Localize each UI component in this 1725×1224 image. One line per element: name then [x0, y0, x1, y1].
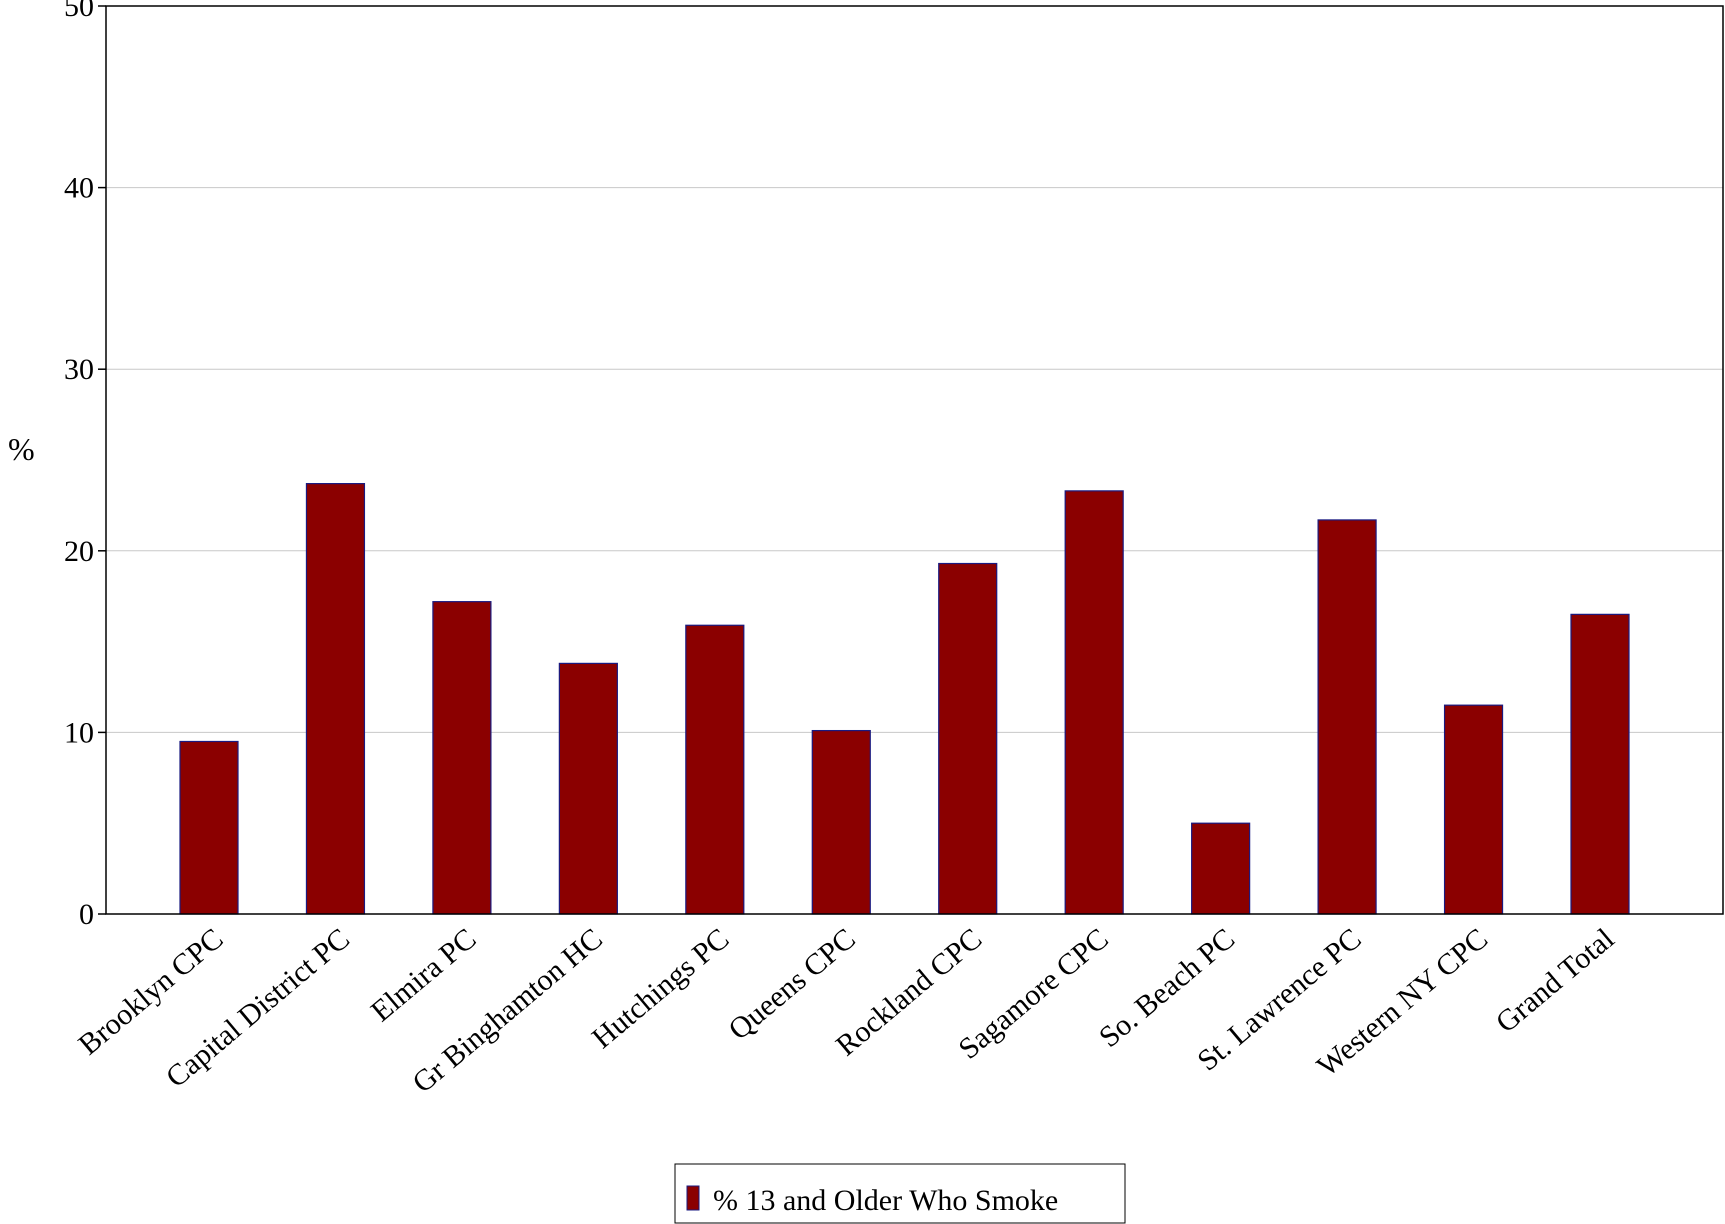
legend-box — [674, 1163, 1126, 1224]
x-tick-label: Hutchings PC — [586, 922, 736, 1055]
bars — [179, 483, 1630, 915]
legend-label: % 13 and Older Who Smoke — [713, 1184, 1058, 1217]
bar — [1191, 822, 1251, 915]
bar — [1570, 613, 1630, 915]
bar — [305, 483, 366, 915]
x-tick-label: Elmira PC — [365, 922, 483, 1028]
bar — [179, 740, 239, 915]
y-tick-label: 40 — [64, 172, 94, 205]
bar — [558, 662, 618, 915]
bar — [432, 601, 492, 915]
legend: % 13 and Older Who Smoke — [674, 1163, 1126, 1224]
bar — [1443, 704, 1504, 915]
y-tick-label: 20 — [64, 535, 94, 568]
y-axis-ticks: 0 10 20 30 40 50 — [64, 0, 106, 931]
bar — [938, 562, 998, 915]
plot-area-frame — [105, 5, 1724, 915]
x-tick-label: Grand Total — [1490, 922, 1621, 1039]
y-tick-label: 10 — [64, 716, 94, 749]
y-tick-label: 50 — [64, 0, 94, 23]
bar — [1317, 519, 1377, 915]
y-tick-label: 30 — [64, 353, 94, 386]
bar — [811, 729, 871, 915]
y-tick-label: 0 — [79, 898, 94, 931]
legend-swatch — [686, 1185, 700, 1211]
y-axis-title: % — [8, 431, 35, 467]
bar — [685, 624, 745, 915]
bar — [1064, 490, 1124, 915]
